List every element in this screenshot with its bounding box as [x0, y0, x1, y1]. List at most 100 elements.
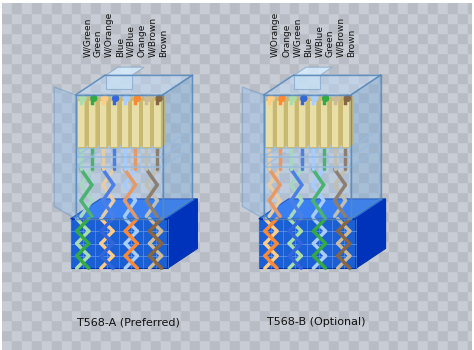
Bar — [171, 142, 181, 152]
Bar — [359, 221, 369, 231]
Bar — [260, 63, 270, 73]
Bar — [72, 53, 82, 63]
Bar — [418, 281, 428, 290]
Bar — [111, 63, 121, 73]
Bar — [111, 182, 121, 191]
Bar — [101, 231, 111, 241]
Bar — [52, 182, 62, 191]
Bar — [181, 3, 191, 13]
Bar — [72, 73, 82, 83]
Bar — [52, 53, 62, 63]
Bar — [210, 112, 220, 122]
Bar — [250, 182, 260, 191]
Bar — [418, 271, 428, 281]
Bar — [91, 310, 101, 320]
Bar — [141, 281, 151, 290]
Bar — [91, 83, 101, 92]
Bar — [448, 172, 458, 182]
Bar — [418, 122, 428, 132]
Bar — [181, 43, 191, 53]
Bar — [468, 53, 474, 63]
Bar — [91, 132, 101, 142]
Bar — [270, 300, 280, 310]
Bar — [171, 132, 181, 142]
Bar — [250, 281, 260, 290]
Bar — [191, 142, 201, 152]
Bar — [310, 310, 319, 320]
Bar — [101, 310, 111, 320]
Bar — [240, 261, 250, 271]
Bar — [131, 251, 141, 261]
Bar — [379, 142, 389, 152]
Bar — [220, 142, 230, 152]
Bar — [111, 271, 121, 281]
Bar — [22, 172, 32, 182]
Bar — [409, 320, 418, 330]
Bar — [409, 340, 418, 350]
Bar — [101, 251, 111, 261]
Bar — [121, 320, 131, 330]
Bar — [72, 172, 82, 182]
Bar — [270, 290, 280, 300]
Bar — [201, 172, 210, 182]
Bar — [171, 320, 181, 330]
Bar — [438, 92, 448, 102]
Bar — [12, 281, 22, 290]
Bar — [409, 231, 418, 241]
Circle shape — [156, 96, 162, 102]
Bar — [161, 53, 171, 63]
Text: Orange: Orange — [282, 24, 291, 57]
Bar — [52, 191, 62, 201]
Bar — [250, 191, 260, 201]
Bar — [369, 330, 379, 340]
Bar — [339, 271, 349, 281]
Text: T568-B (Optional): T568-B (Optional) — [267, 317, 365, 327]
Bar — [131, 191, 141, 201]
Bar — [151, 83, 161, 92]
Bar — [220, 53, 230, 63]
Bar — [161, 13, 171, 23]
Bar — [161, 162, 171, 172]
Bar — [349, 211, 359, 221]
Polygon shape — [306, 97, 310, 147]
Bar — [448, 201, 458, 211]
Bar — [72, 132, 82, 142]
Bar — [448, 211, 458, 221]
Bar — [2, 3, 12, 13]
Bar — [72, 13, 82, 23]
Bar — [369, 251, 379, 261]
Bar — [12, 43, 22, 53]
Bar — [101, 221, 111, 231]
Bar — [428, 340, 438, 350]
Bar — [369, 132, 379, 142]
Bar — [468, 13, 474, 23]
Bar — [409, 142, 418, 152]
Bar — [458, 261, 468, 271]
Bar — [369, 23, 379, 33]
Bar — [82, 73, 91, 83]
Bar — [399, 132, 409, 142]
Bar — [339, 182, 349, 191]
Bar — [448, 63, 458, 73]
Bar — [141, 211, 151, 221]
Bar — [428, 310, 438, 320]
Bar — [300, 231, 310, 241]
Bar — [329, 73, 339, 83]
Bar — [22, 92, 32, 102]
Bar — [280, 132, 290, 142]
Bar — [230, 340, 240, 350]
Bar — [379, 221, 389, 231]
Bar — [111, 92, 121, 102]
Bar — [310, 330, 319, 340]
Bar — [12, 261, 22, 271]
Bar — [409, 191, 418, 201]
Bar — [290, 310, 300, 320]
Bar — [399, 290, 409, 300]
Bar — [151, 320, 161, 330]
Bar — [191, 23, 201, 33]
Bar — [448, 241, 458, 251]
Bar — [2, 172, 12, 182]
Bar — [438, 23, 448, 33]
Bar — [399, 172, 409, 182]
Bar — [260, 13, 270, 23]
